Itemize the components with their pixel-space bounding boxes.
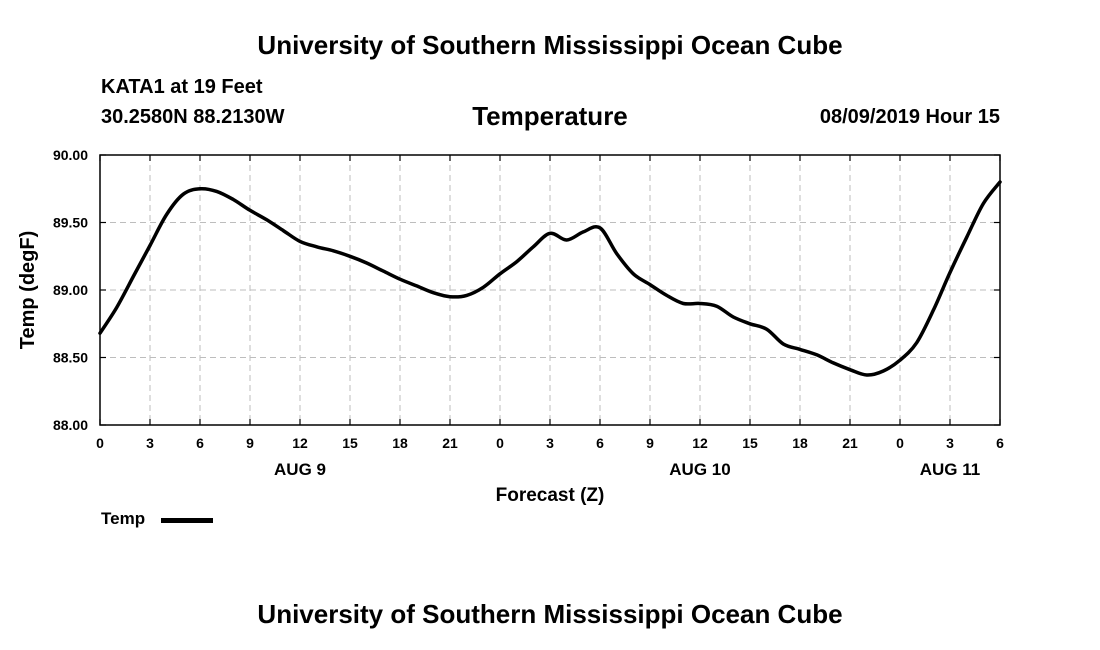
- footer-title: University of Southern Mississippi Ocean…: [257, 599, 843, 629]
- date-label: AUG 10: [669, 460, 730, 479]
- location-label: 30.2580N 88.2130W: [101, 106, 285, 128]
- x-tick-label: 21: [442, 435, 458, 451]
- x-tick-label: 0: [96, 435, 104, 451]
- x-tick-label: 0: [496, 435, 504, 451]
- x-tick-label: 21: [842, 435, 858, 451]
- page-title: University of Southern Mississippi Ocean…: [257, 30, 843, 60]
- y-tick-label: 88.50: [53, 350, 88, 366]
- x-tick-label: 3: [146, 435, 154, 451]
- x-tick-label: 6: [196, 435, 204, 451]
- y-axis-title: Temp (degF): [17, 231, 39, 350]
- x-tick-label: 0: [896, 435, 904, 451]
- date-label: AUG 11: [920, 460, 980, 479]
- axis-labels: 0 3 6 9 12 15 18 21 0 3 6 9 12 15 18 21 0 3 6 88.00 88.50 89.…: [17, 147, 1004, 506]
- series-layer: [98, 180, 1002, 377]
- date-label: AUG 9: [274, 460, 326, 479]
- chart-title: Temperature: [472, 101, 628, 131]
- y-tick-label: 88.00: [53, 417, 88, 433]
- x-tick-label: 15: [342, 435, 358, 451]
- x-tick-label: 18: [392, 435, 408, 451]
- y-tick-label: 89.50: [53, 215, 88, 231]
- datetime-label: 08/09/2019 Hour 15: [819, 106, 1000, 128]
- x-tick-label: 18: [792, 435, 808, 451]
- x-tick-label: 3: [946, 435, 954, 451]
- x-tick-label: 6: [996, 435, 1004, 451]
- grid-lines: [100, 155, 1000, 425]
- x-tick-label: 3: [546, 435, 554, 451]
- x-tick-label: 9: [646, 435, 654, 451]
- temp-series-line: [98, 180, 1002, 377]
- y-tick-label: 90.00: [53, 147, 88, 163]
- legend-label: Temp: [101, 509, 146, 528]
- x-tick-label: 12: [292, 435, 308, 451]
- x-tick-label: 12: [692, 435, 708, 451]
- axis-ticks: [99, 154, 1001, 426]
- x-tick-label: 9: [246, 435, 254, 451]
- station-label: KATA1 at 19 Feet: [101, 76, 263, 98]
- x-axis-title: Forecast (Z): [496, 485, 605, 506]
- legend-line-swatch: [161, 518, 213, 523]
- x-tick-label: 6: [596, 435, 604, 451]
- x-tick-label: 15: [742, 435, 758, 451]
- y-tick-label: 89.00: [53, 282, 88, 298]
